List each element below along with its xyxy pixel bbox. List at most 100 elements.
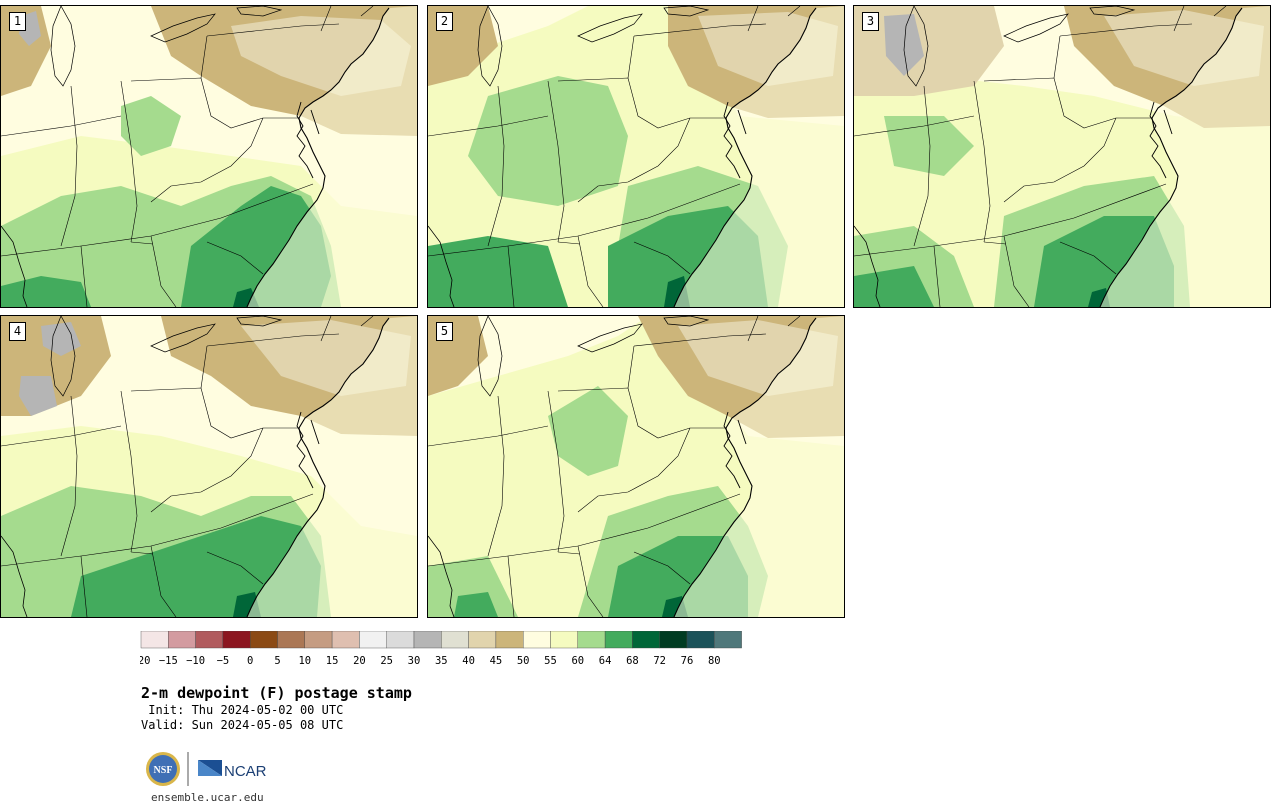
panel-number-label: 4: [9, 322, 26, 341]
colorbar-swatch: [359, 631, 387, 649]
state-border: [206, 551, 264, 585]
state-border: [80, 245, 88, 307]
bay-outline: [1149, 101, 1173, 179]
state-border: [60, 395, 78, 557]
colorbar-tick-label: 0: [247, 655, 253, 667]
state-border: [130, 77, 299, 129]
map-panel-5: 5: [427, 315, 845, 618]
colorbar-swatch: [468, 631, 497, 649]
dewpoint-region: [548, 386, 628, 476]
coastline: [673, 317, 817, 617]
state-border: [577, 427, 691, 513]
lake-outline: [577, 323, 643, 353]
river-border: [854, 225, 881, 307]
colorbar-tick-label: 15: [326, 655, 339, 667]
state-border: [120, 390, 138, 553]
state-border: [150, 117, 264, 203]
state-border: [1, 115, 122, 137]
lake-outline: [477, 316, 503, 397]
dewpoint-region: [428, 236, 568, 307]
panel-number-label: 1: [9, 12, 26, 31]
state-border: [557, 77, 726, 129]
dewpoint-map: [1, 6, 417, 307]
colorbar-swatch: [277, 631, 305, 649]
colorbar-swatch: [222, 631, 251, 649]
colorbar-tick-label: 76: [681, 655, 694, 667]
init-time: Init: Thu 2024-05-02 00 UTC: [141, 703, 344, 717]
colorbar: −20 −15 −10 −5 0 5 10 15 20 25 30 35 40 45 50 55 60 64 68 7…: [140, 631, 742, 667]
dewpoint-region: [121, 96, 181, 156]
state-border: [787, 6, 801, 17]
ocean-area: [1100, 6, 1270, 307]
bay-outline: [723, 411, 747, 489]
state-border: [747, 6, 759, 32]
state-border: [150, 427, 264, 513]
state-border: [983, 77, 1152, 129]
lake-outline: [903, 6, 929, 87]
state-border: [1003, 117, 1117, 203]
map-panel-3: 3: [853, 5, 1271, 308]
colorbar-tick-label: 10: [298, 655, 311, 667]
lake-outline: [663, 316, 710, 327]
state-border: [200, 345, 208, 389]
state-border: [206, 241, 264, 275]
state-border: [150, 545, 177, 617]
colorbar-swatch: [659, 631, 688, 649]
state-border: [1059, 23, 1193, 37]
state-border: [360, 6, 374, 17]
footer-url: ensemble.ucar.edu: [151, 791, 264, 804]
dewpoint-region: [854, 266, 934, 307]
product-title: 2-m dewpoint (F) postage stamp: [141, 684, 412, 702]
dewpoint-region: [71, 516, 321, 617]
dewpoint-map: [854, 6, 1270, 307]
state-border: [206, 23, 340, 37]
colorbar-swatch: [604, 631, 633, 649]
dewpoint-region: [41, 322, 81, 356]
state-border: [747, 316, 759, 342]
colorbar-tick-label: 35: [435, 655, 448, 667]
state-border: [577, 117, 691, 203]
river-border: [428, 225, 455, 307]
map-panel-4: 4: [0, 315, 418, 618]
bay-outline: [296, 411, 320, 489]
lake-outline: [1003, 13, 1069, 43]
river-border: [1, 535, 28, 617]
colorbar-swatch: [168, 631, 196, 649]
colorbar-tick-label: −15: [159, 655, 178, 667]
lake-outline: [577, 13, 643, 43]
colorbar-tick-label: 40: [462, 655, 475, 667]
state-border: [1173, 6, 1185, 32]
title-block: 2-m dewpoint (F) postage stamp Init: Thu…: [141, 683, 412, 733]
bay-outline: [296, 101, 320, 179]
map-panel-1: 1: [0, 5, 418, 308]
ocean-area: [674, 6, 844, 307]
panel-number-label: 3: [862, 12, 879, 31]
state-border: [120, 80, 138, 243]
state-border: [627, 345, 635, 389]
colorbar-tick-label: 68: [626, 655, 639, 667]
dewpoint-map: [428, 6, 844, 307]
colorbar-tick-label: 64: [599, 655, 612, 667]
coastline: [246, 7, 390, 307]
lake-outline: [236, 316, 283, 327]
colorbar-tick-label: 25: [380, 655, 393, 667]
colorbar-swatch: [686, 631, 715, 649]
colorbar-tick-label: 60: [571, 655, 584, 667]
colorbar-swatch: [714, 631, 742, 649]
dewpoint-region: [454, 592, 498, 617]
state-border: [1, 425, 122, 447]
map-panel-2: 2: [427, 5, 845, 308]
colorbar-swatch: [632, 631, 660, 649]
bay-outline: [723, 101, 747, 179]
state-border: [130, 551, 154, 555]
panel-number-label: 2: [436, 12, 453, 31]
state-border: [557, 241, 581, 245]
state-border: [633, 23, 767, 37]
colorbar-tick-label: −20: [140, 655, 150, 667]
coastline: [1099, 7, 1243, 307]
colorbar-tick-label: 30: [408, 655, 421, 667]
dewpoint-map: [1, 316, 417, 617]
colorbar-tick-label: −5: [217, 655, 230, 667]
colorbar-tick-label: 72: [653, 655, 666, 667]
state-border: [320, 316, 332, 342]
